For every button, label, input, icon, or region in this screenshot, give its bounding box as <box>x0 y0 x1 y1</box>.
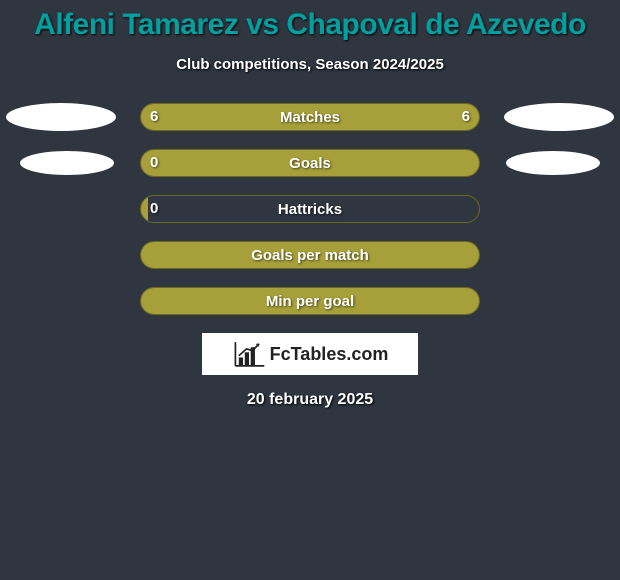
stat-value-left: 0 <box>150 149 158 177</box>
stat-row: Matches6 6 <box>0 103 620 131</box>
stat-value-left: 0 <box>150 195 158 223</box>
brand-box: FcTables.com <box>202 333 418 375</box>
stat-bar: Goals per match <box>140 241 480 269</box>
stat-label: Goals per match <box>141 242 479 268</box>
stat-rows: Matches66Goals0Hattricks0Goals per match… <box>0 103 620 315</box>
date-label: 20 february 2025 <box>0 391 620 409</box>
stat-row: Goals0 <box>0 149 620 177</box>
stat-value-right: 6 <box>462 103 470 131</box>
stat-row: Goals per match <box>0 241 620 269</box>
subtitle: Club competitions, Season 2024/2025 <box>0 56 620 73</box>
stat-bar: Matches <box>140 103 480 131</box>
stat-label: Goals <box>141 150 479 176</box>
brand-text: FcTables.com <box>270 344 389 365</box>
stat-bar: Hattricks <box>140 195 480 223</box>
page-title: Alfeni Tamarez vs Chapoval de Azevedo <box>0 8 620 42</box>
brand-chart-icon <box>232 340 266 368</box>
player-right-marker <box>506 151 600 175</box>
stat-bar: Goals <box>140 149 480 177</box>
player-left-marker <box>20 151 114 175</box>
stat-label: Min per goal <box>141 288 479 314</box>
stat-label: Matches <box>141 104 479 130</box>
player-right-marker <box>504 103 614 131</box>
stat-label: Hattricks <box>141 196 479 222</box>
stat-bar: Min per goal <box>140 287 480 315</box>
comparison-infographic: Alfeni Tamarez vs Chapoval de Azevedo Cl… <box>0 0 620 409</box>
player-left-marker <box>6 103 116 131</box>
stat-row: Hattricks0 <box>0 195 620 223</box>
stat-value-left: 6 <box>150 103 158 131</box>
stat-row: Min per goal <box>0 287 620 315</box>
